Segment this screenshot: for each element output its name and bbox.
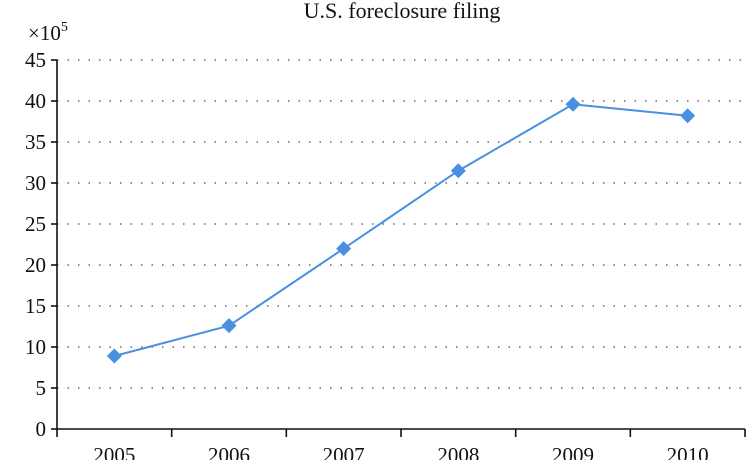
- y-tick-label-5: 5: [36, 376, 47, 400]
- y-tick-label-30: 30: [25, 171, 46, 195]
- y-tick-label-20: 20: [25, 253, 46, 277]
- data-point-2009: [565, 96, 581, 112]
- x-tick-label-2006: 2006: [208, 443, 250, 460]
- y-axis-multiplier: ×105: [28, 20, 68, 45]
- y-tick-label-25: 25: [25, 212, 46, 236]
- y-tick-label-15: 15: [25, 294, 46, 318]
- series-line-0: [114, 103, 688, 357]
- data-point-2005: [106, 348, 122, 364]
- y-tick-label-45: 45: [25, 48, 46, 72]
- data-point-2010: [680, 108, 696, 124]
- data-point-2007: [336, 241, 352, 257]
- y-tick-label-0: 0: [36, 417, 47, 441]
- grid-lines: [57, 59, 745, 389]
- x-tick-label-2010: 2010: [667, 443, 709, 460]
- data-point-2008: [450, 163, 466, 179]
- y-axis-multiplier-base: ×10: [28, 21, 61, 45]
- x-tick-labels: 2005 2006 2007 2008 2009 2010: [93, 443, 708, 460]
- x-tick-label-2007: 2007: [323, 443, 365, 460]
- x-tick-label-2009: 2009: [552, 443, 594, 460]
- x-tick-label-2005: 2005: [93, 443, 135, 460]
- x-tick-label-2008: 2008: [437, 443, 479, 460]
- axes: [51, 59, 746, 437]
- data-point-2006: [221, 318, 237, 334]
- chart-title: U.S. foreclosure filing: [304, 0, 501, 23]
- y-tick-labels: 0 5 10 15 20 25 30 35 40 45: [25, 48, 46, 441]
- y-tick-label-35: 35: [25, 130, 46, 154]
- y-tick-label-10: 10: [25, 335, 46, 359]
- series: [106, 96, 696, 364]
- y-axis-multiplier-exponent: 5: [61, 20, 68, 35]
- y-tick-label-40: 40: [25, 89, 46, 113]
